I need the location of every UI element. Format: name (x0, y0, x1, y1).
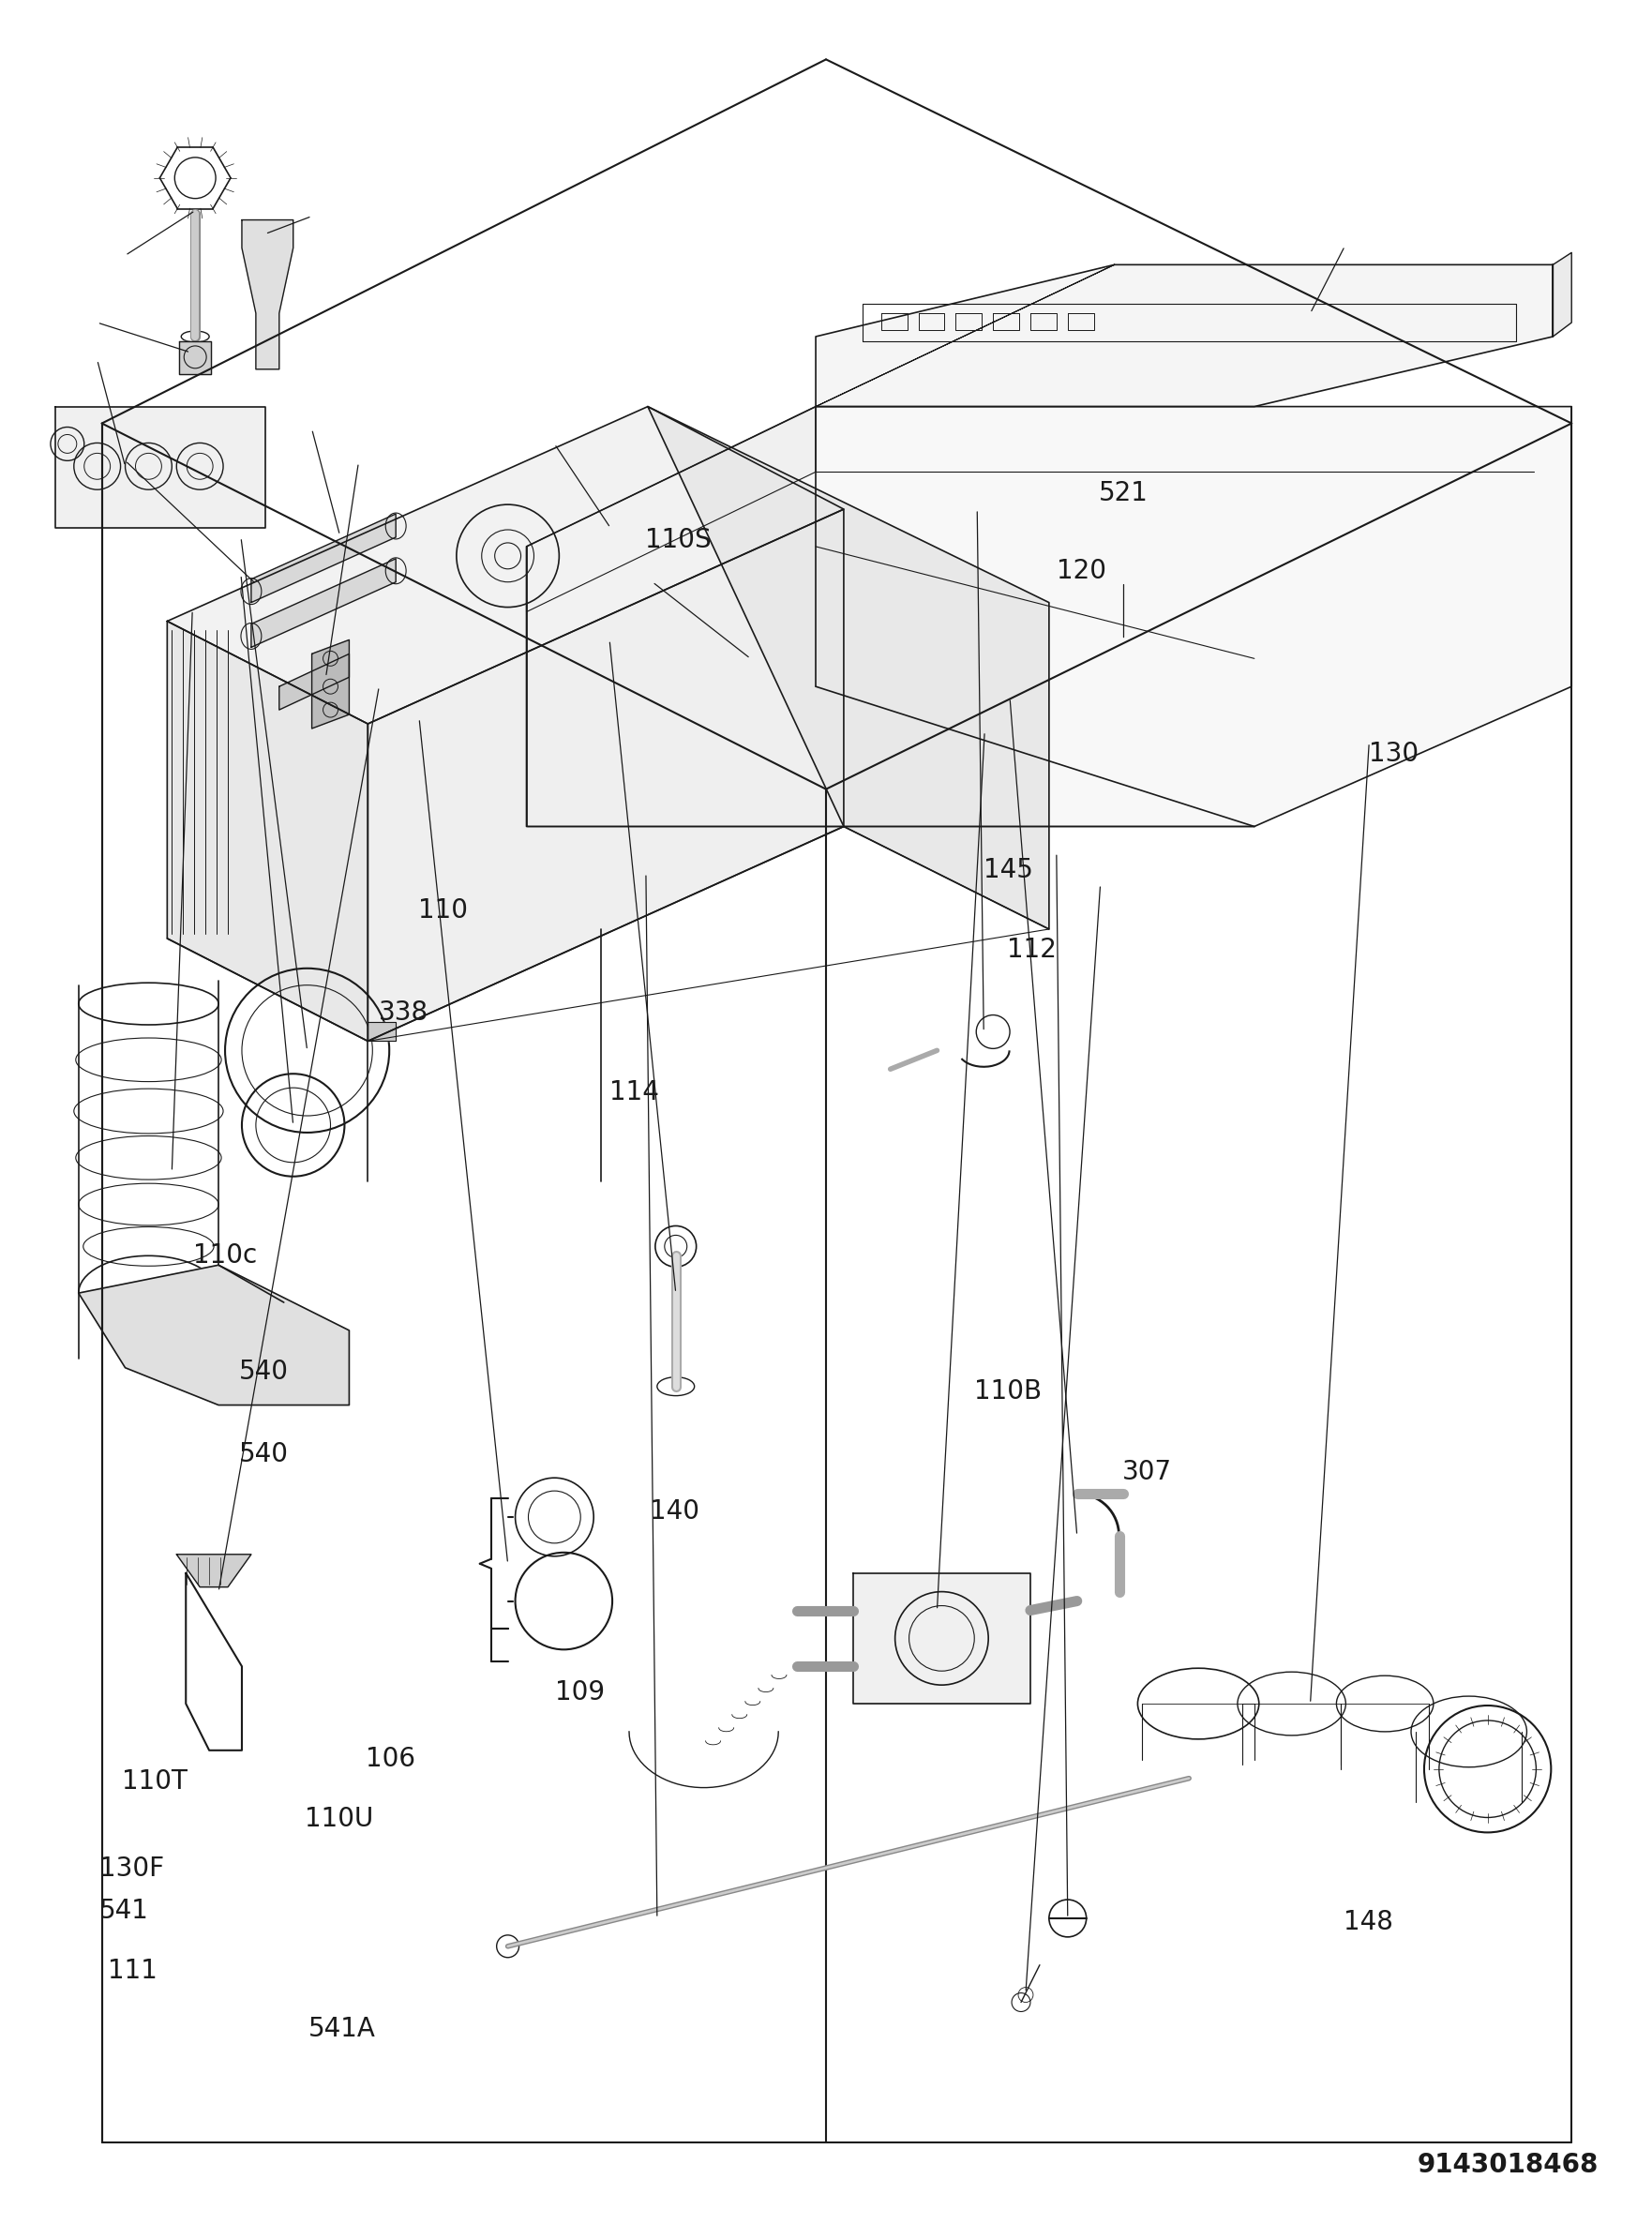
Text: 521: 521 (1099, 479, 1148, 506)
Text: 110S: 110S (646, 526, 712, 553)
Polygon shape (1553, 253, 1571, 336)
Polygon shape (167, 620, 368, 1041)
Polygon shape (852, 1574, 1031, 1704)
Text: 307: 307 (1122, 1458, 1171, 1484)
Text: 140: 140 (651, 1498, 700, 1525)
Polygon shape (368, 1023, 396, 1041)
Text: 111: 111 (107, 1957, 157, 1984)
Polygon shape (180, 340, 211, 374)
Polygon shape (648, 407, 1049, 929)
Text: 110: 110 (418, 898, 468, 922)
Polygon shape (279, 654, 349, 710)
Polygon shape (55, 407, 266, 528)
Text: 110U: 110U (304, 1807, 373, 1832)
Polygon shape (312, 640, 349, 728)
Text: 130F: 130F (99, 1856, 164, 1881)
Polygon shape (368, 508, 844, 1041)
Polygon shape (527, 407, 816, 611)
Polygon shape (241, 219, 292, 369)
Text: 109: 109 (555, 1679, 605, 1706)
Text: 145: 145 (985, 858, 1034, 882)
Text: 9143018468: 9143018468 (1417, 2152, 1599, 2179)
Polygon shape (251, 560, 396, 647)
Polygon shape (251, 515, 396, 602)
Polygon shape (167, 407, 844, 723)
Text: 110B: 110B (975, 1379, 1042, 1404)
Text: 112: 112 (1006, 936, 1056, 963)
Text: 540: 540 (240, 1440, 289, 1467)
Text: 130: 130 (1368, 741, 1419, 768)
Polygon shape (816, 264, 1553, 407)
Text: 148: 148 (1345, 1908, 1394, 1934)
Text: 540: 540 (240, 1359, 289, 1384)
Polygon shape (177, 1554, 251, 1587)
Text: 114: 114 (610, 1079, 659, 1106)
Polygon shape (527, 407, 1571, 826)
Text: 541A: 541A (307, 2015, 375, 2042)
Text: 541: 541 (99, 1896, 149, 1923)
Text: 120: 120 (1056, 558, 1105, 584)
Text: 338: 338 (378, 999, 428, 1025)
Text: 110c: 110c (193, 1243, 258, 1270)
Text: 106: 106 (365, 1746, 415, 1773)
Text: 110T: 110T (122, 1769, 188, 1793)
Polygon shape (79, 1265, 349, 1406)
